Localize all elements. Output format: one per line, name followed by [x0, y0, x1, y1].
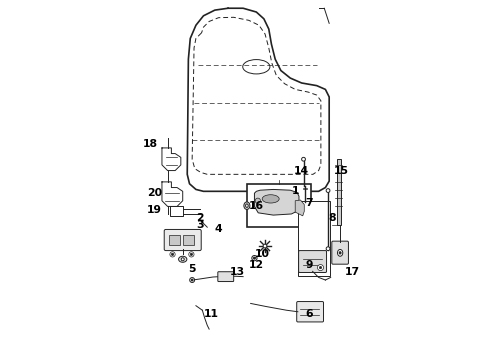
Text: 8: 8	[328, 213, 336, 223]
Ellipse shape	[181, 258, 184, 261]
FancyBboxPatch shape	[298, 251, 326, 273]
Ellipse shape	[170, 252, 175, 257]
Bar	[247, 184, 311, 227]
Bar	[183, 235, 194, 245]
Ellipse shape	[178, 256, 187, 262]
Ellipse shape	[172, 253, 173, 256]
Bar	[337, 159, 341, 225]
Ellipse shape	[190, 253, 193, 256]
Ellipse shape	[319, 266, 321, 269]
Text: 6: 6	[305, 309, 313, 319]
FancyBboxPatch shape	[218, 272, 234, 282]
FancyBboxPatch shape	[164, 229, 201, 251]
FancyBboxPatch shape	[297, 302, 323, 322]
Bar	[298, 201, 330, 276]
Text: 3: 3	[196, 220, 203, 230]
Text: 7: 7	[305, 198, 313, 208]
Ellipse shape	[253, 257, 255, 259]
Polygon shape	[254, 189, 299, 215]
Text: 20: 20	[147, 188, 162, 198]
Text: 14: 14	[294, 166, 309, 176]
Text: 2: 2	[196, 213, 203, 223]
Ellipse shape	[190, 278, 195, 283]
Text: 4: 4	[215, 224, 222, 234]
Text: 18: 18	[143, 139, 158, 149]
Text: 5: 5	[188, 264, 196, 274]
Bar	[169, 235, 180, 245]
Text: 10: 10	[254, 249, 270, 258]
Ellipse shape	[255, 198, 261, 203]
Text: 13: 13	[230, 267, 245, 278]
Ellipse shape	[338, 249, 343, 256]
Ellipse shape	[262, 195, 279, 203]
Ellipse shape	[326, 189, 330, 193]
Text: 16: 16	[249, 202, 264, 211]
Polygon shape	[295, 200, 304, 216]
Text: 19: 19	[147, 205, 162, 215]
Ellipse shape	[191, 279, 193, 281]
Ellipse shape	[244, 202, 250, 210]
Text: 1: 1	[292, 186, 300, 196]
Ellipse shape	[318, 265, 323, 271]
Text: 15: 15	[334, 166, 349, 176]
FancyBboxPatch shape	[332, 241, 348, 264]
Text: 11: 11	[203, 309, 219, 319]
Ellipse shape	[339, 252, 341, 254]
Ellipse shape	[326, 247, 330, 251]
Text: 9: 9	[305, 260, 313, 270]
Ellipse shape	[263, 244, 267, 248]
Ellipse shape	[252, 256, 257, 261]
Text: 12: 12	[249, 260, 264, 270]
Ellipse shape	[245, 204, 248, 207]
Ellipse shape	[189, 252, 194, 257]
Text: 17: 17	[345, 267, 360, 278]
Ellipse shape	[302, 157, 305, 161]
